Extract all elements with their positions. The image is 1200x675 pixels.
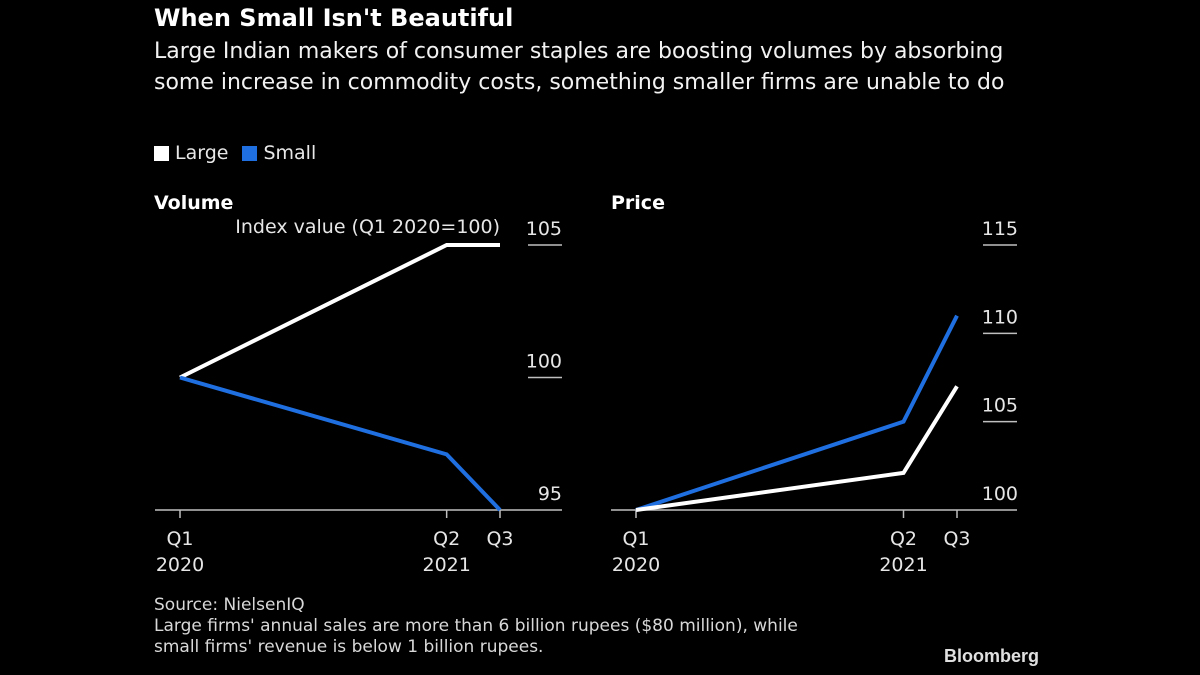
price-xtick-year-label: 2021 — [879, 554, 927, 576]
legend-label-small: Small — [263, 142, 317, 164]
legend-swatch-small — [242, 145, 258, 161]
legend: Large Small — [154, 142, 316, 164]
volume-ytick-label: 100 — [526, 351, 562, 373]
chart-subtitle: Large Indian makers of consumer staples … — [154, 39, 1005, 95]
legend-item-small: Small — [242, 142, 316, 164]
price-ytick-label: 100 — [982, 483, 1018, 505]
price-ytick-label: 115 — [982, 218, 1018, 240]
footnote-line-2: small firms' revenue is below 1 billion … — [154, 637, 544, 657]
price-line-large — [635, 385, 959, 512]
price-xtick-label: Q2 — [890, 528, 917, 550]
price-line-small — [635, 314, 959, 512]
volume-ytick-label: 95 — [538, 483, 562, 505]
legend-item-large: Large — [154, 142, 228, 164]
source-note: Source: NielsenIQ — [154, 595, 305, 615]
volume-line-large — [179, 243, 500, 380]
price-xtick-label: Q3 — [943, 528, 970, 550]
legend-label-large: Large — [175, 142, 229, 164]
legend-swatch-large — [154, 145, 169, 161]
footnote-line-1: Large firms' annual sales are more than … — [154, 616, 798, 636]
volume-xtick-year-label: 2021 — [422, 554, 470, 576]
footer: Source: NielsenIQ Large firms' annual sa… — [154, 595, 798, 658]
price-xtick-label: Q1 — [622, 528, 649, 550]
bloomberg-logo: Bloomberg — [944, 646, 1040, 666]
price-ytick-label: 110 — [982, 306, 1018, 328]
volume-line-small — [179, 375, 502, 512]
price-ytick-label: 105 — [982, 395, 1018, 417]
volume-ylabel: Index value (Q1 2020=100) — [235, 216, 500, 238]
volume-xtick-label: Q3 — [486, 528, 513, 550]
volume-xtick-label: Q2 — [433, 528, 460, 550]
volume-xtick-year-label: 2020 — [156, 554, 204, 576]
chart-title: When Small Isn't Beautiful — [154, 4, 514, 32]
price-panel-title: Price — [611, 192, 665, 214]
volume-ytick-label: 105 — [526, 218, 562, 240]
volume-panel-title: Volume — [154, 192, 234, 214]
price-xtick-year-label: 2020 — [612, 554, 660, 576]
volume-xtick-label: Q1 — [166, 528, 193, 550]
